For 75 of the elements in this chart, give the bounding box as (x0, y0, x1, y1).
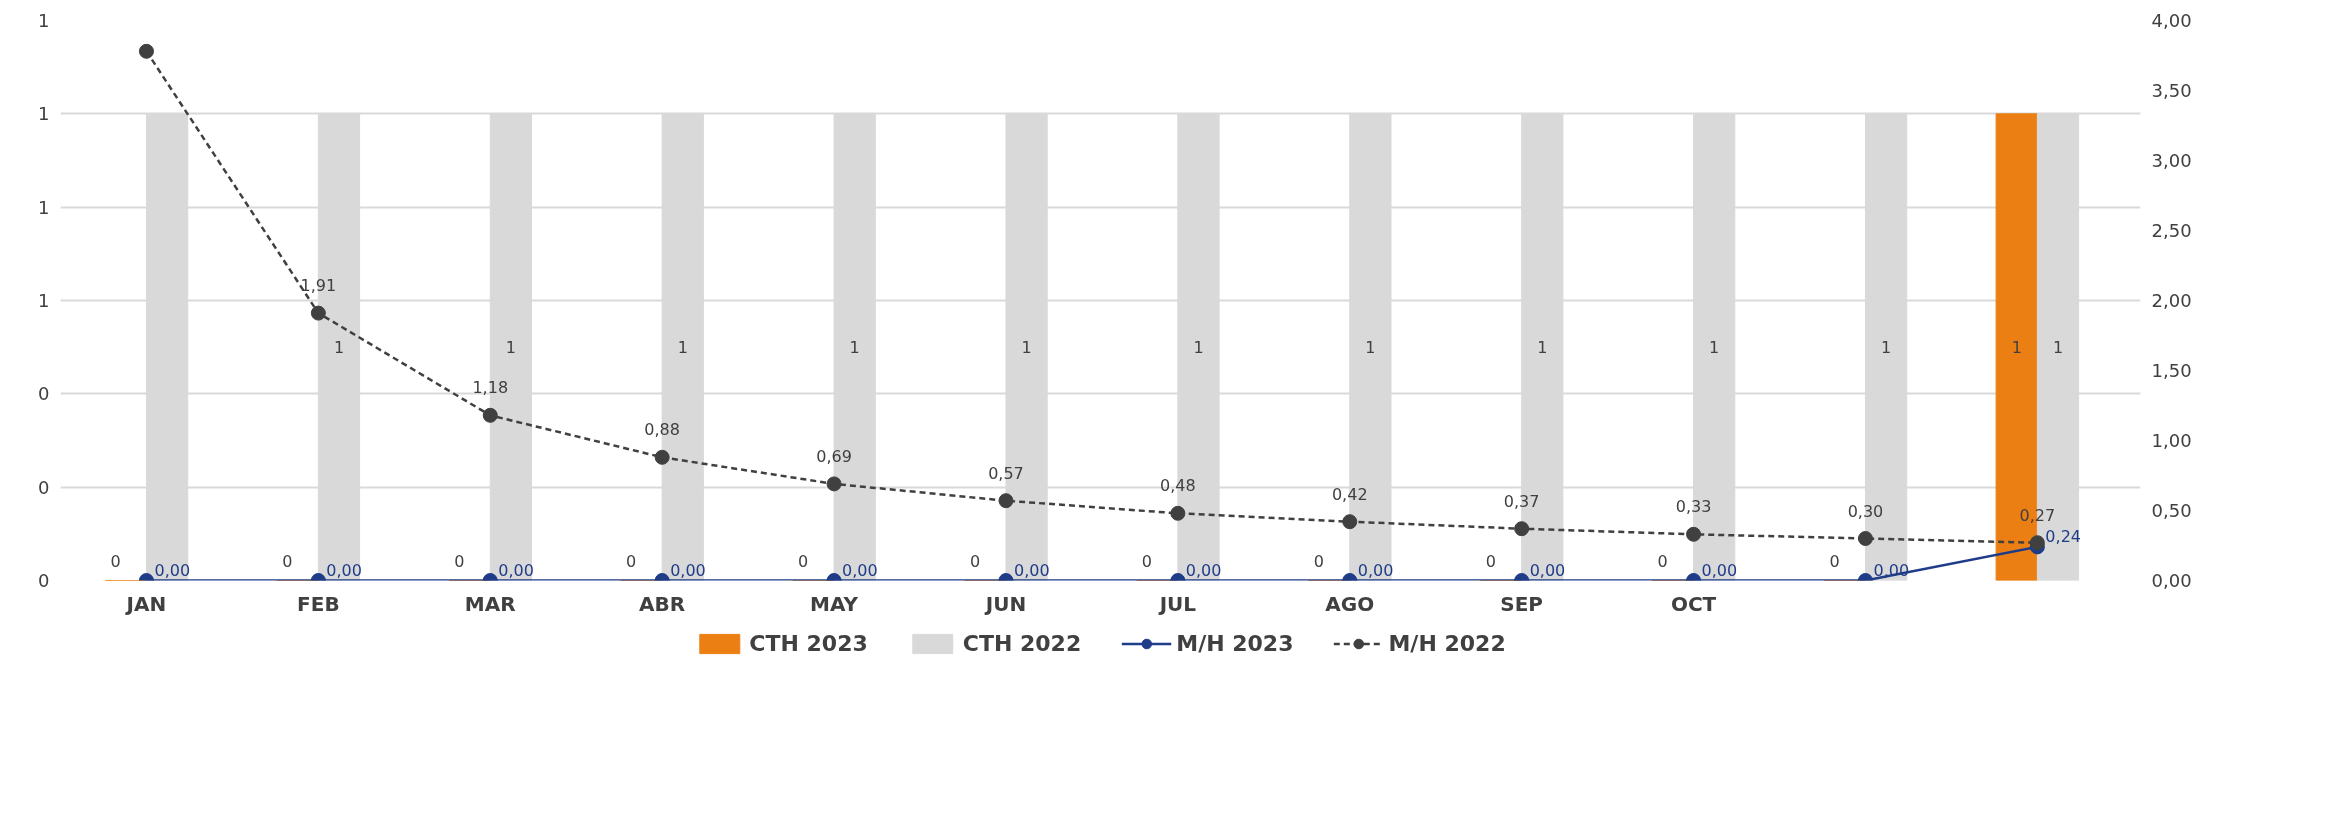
data-label: 0,00 (1529, 560, 1566, 580)
x-tick-label: AGO (1325, 591, 1375, 616)
y-tick-label: 1 (38, 290, 50, 311)
data-label: 1 (1709, 338, 1720, 358)
data-label: 1 (677, 338, 688, 358)
x-tick-label: ABR (639, 591, 686, 616)
data-label: 0 (969, 551, 981, 571)
data-label: 0 (1485, 551, 1496, 571)
y-tick-label: 1 (38, 10, 50, 31)
data-label: 1 (333, 338, 345, 358)
data-label: 0,00 (1185, 560, 1222, 580)
data-label: 0,00 (154, 560, 191, 580)
y2-tick-label: 2,50 (2151, 220, 2192, 241)
legend-label: CTH 2022 (962, 630, 1082, 656)
x-tick-label: MAY (810, 591, 859, 616)
data-label: 1 (2052, 338, 2064, 358)
y2-tick-label: 0,50 (2151, 500, 2192, 521)
data-label: 0,42 (1331, 484, 1368, 504)
y-tick-label: 0 (38, 476, 50, 498)
data-label: 0,69 (816, 446, 852, 466)
data-label: 0 (1829, 551, 1840, 571)
x-tick-label: JAN (124, 591, 167, 616)
data-label: 0,30 (1847, 501, 1884, 521)
data-label: 1 (505, 338, 516, 358)
y2-tick-label: 3,00 (2151, 150, 2192, 171)
data-label: 0,00 (842, 560, 878, 580)
x-tick-label: JUN (983, 591, 1027, 616)
data-label: 1 (1193, 338, 1204, 358)
data-label: 0,00 (498, 560, 534, 580)
y2-tick-label: 1,50 (2151, 360, 2192, 381)
data-label: 0,48 (1160, 476, 1196, 496)
y2-tick-label: 3,50 (2151, 80, 2192, 101)
data-label: 1 (2011, 338, 2022, 358)
data-label: 0 (798, 551, 809, 571)
x-tick-label: SEP (1500, 591, 1544, 616)
x-tick-label: OCT (1670, 591, 1717, 616)
legend-label: CTH 2023 (749, 630, 868, 656)
y-tick-label: 0 (38, 383, 50, 405)
x-tick-label: MAR (464, 591, 516, 616)
data-label: 0,00 (1013, 560, 1050, 580)
y2-tick-label: 0,00 (2151, 570, 2192, 591)
data-label: 0,57 (988, 463, 1024, 483)
data-label: 0 (1141, 551, 1153, 571)
data-label: 1 (1537, 338, 1548, 358)
data-label: 1,91 (300, 276, 337, 296)
data-label: 0 (626, 551, 637, 571)
data-label: 1 (1021, 338, 1032, 358)
legend-label: M/H 2023 (1176, 630, 1294, 656)
data-label: 0 (1657, 551, 1668, 571)
y-tick-label: 0 (38, 570, 50, 591)
y2-tick-label: 1,00 (2151, 430, 2192, 451)
data-label: 0,00 (1701, 560, 1738, 580)
data-label: 1 (1881, 338, 1892, 358)
y-tick-label: 1 (38, 196, 50, 218)
y-tick-label: 1 (38, 103, 50, 125)
data-label: 0,24 (2045, 526, 2081, 546)
data-label: 0,27 (2019, 505, 2056, 525)
data-label: 0 (454, 551, 465, 571)
y2-tick-label: 4,00 (2151, 10, 2192, 31)
data-label: 0 (282, 551, 293, 571)
data-label: 0 (110, 551, 121, 571)
data-label: 0,88 (644, 420, 680, 440)
legend-label: M/H 2022 (1388, 630, 1506, 656)
data-label: 0,37 (1503, 491, 1540, 511)
x-tick-label: FEB (297, 591, 340, 616)
y2-tick-label: 2,00 (2151, 290, 2192, 311)
data-label: 0,00 (670, 560, 706, 580)
data-label: 0,00 (326, 560, 362, 580)
data-label: 1 (849, 338, 860, 358)
data-label: 0,33 (1675, 497, 1712, 517)
data-label: 0,00 (1357, 560, 1394, 580)
x-tick-label: JUL (1157, 591, 1197, 616)
data-label: 1,18 (472, 378, 509, 398)
data-label: 1 (1365, 338, 1376, 358)
data-label: 0 (1313, 551, 1324, 571)
